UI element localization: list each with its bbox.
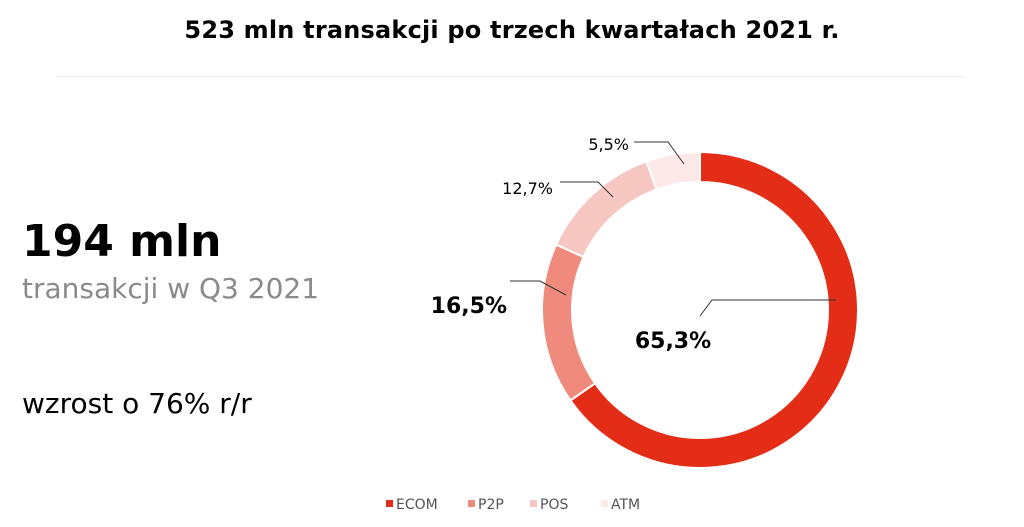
legend-item-p2p: P2P <box>468 497 504 513</box>
data-label-p2p: 16,5% <box>431 294 507 319</box>
legend-swatch-atm <box>601 500 608 507</box>
leader-line-p2p <box>510 280 567 296</box>
data-label-atm: 5,5% <box>588 135 629 154</box>
legend-label-p2p: P2P <box>478 497 504 513</box>
data-label-ecom: 65,3% <box>635 329 711 354</box>
legend-item-ecom: ECOM <box>386 497 438 513</box>
legend-swatch-p2p <box>468 500 475 507</box>
legend-label-ecom: ECOM <box>396 497 438 513</box>
leader-line-atm <box>634 141 685 165</box>
legend-swatch-ecom <box>386 500 393 507</box>
donut-slice-ecom <box>569 150 859 469</box>
legend-swatch-pos <box>530 500 537 507</box>
big-number: 194 mln <box>22 216 222 267</box>
summary-subtitle: transakcji w Q3 2021 <box>22 272 320 305</box>
donut-slice-atm <box>645 150 701 191</box>
leader-line-pos <box>560 181 614 198</box>
legend-item-atm: ATM <box>601 497 640 513</box>
growth-text: wzrost o 76% r/r <box>22 387 252 420</box>
chart-title: 523 mln transakcji po trzech kwartałach … <box>184 16 840 44</box>
divider <box>57 76 965 77</box>
leader-line-ecom <box>699 299 836 317</box>
legend-item-pos: POS <box>530 497 568 513</box>
donut-slice-p2p <box>541 243 597 402</box>
data-label-pos: 12,7% <box>502 179 553 198</box>
legend-label-atm: ATM <box>611 497 640 513</box>
legend-label-pos: POS <box>540 497 568 513</box>
donut-slice-pos <box>554 160 658 259</box>
